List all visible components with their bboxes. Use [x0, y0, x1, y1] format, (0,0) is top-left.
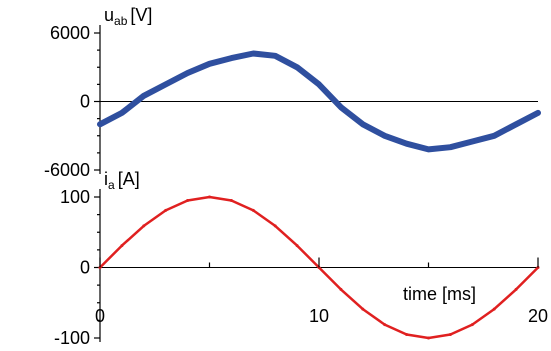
voltage-data-point — [470, 139, 475, 144]
current-data-point — [164, 208, 168, 212]
current-y-tick-label: 0 — [80, 258, 90, 278]
current-data-point — [514, 287, 518, 291]
current-y-tick-label: 100 — [60, 187, 90, 207]
current-y-tick-label: -100 — [54, 328, 90, 348]
voltage-data-point — [426, 147, 431, 152]
voltage-data-point — [317, 82, 321, 87]
voltage-data-point — [404, 141, 409, 146]
current-data-point — [383, 323, 387, 327]
voltage-data-point — [98, 122, 102, 127]
current-data-point — [120, 244, 124, 248]
voltage-data-point — [492, 133, 497, 138]
voltage-data-point — [360, 122, 365, 127]
voltage-data-point — [338, 105, 343, 110]
voltage-data-point — [119, 110, 124, 115]
current-data-point — [229, 199, 233, 202]
voltage-y-tick-label: 0 — [80, 92, 90, 112]
current-data-point — [405, 333, 409, 336]
current-data-point — [361, 307, 365, 311]
current-data-point — [273, 224, 277, 228]
voltage-data-point — [273, 53, 278, 58]
voltage-y-tick-label: 6000 — [50, 23, 90, 43]
voltage-data-point — [141, 93, 146, 98]
current-x-tick-label: 10 — [309, 306, 329, 326]
current-x-tick-label: 20 — [528, 306, 548, 326]
voltage-data-point — [251, 51, 256, 56]
current-data-point — [470, 323, 474, 327]
current-data-point — [427, 336, 430, 340]
voltage-data-point — [514, 122, 519, 127]
current-data-point — [186, 199, 190, 202]
voltage-y-tick-label: -6000 — [44, 160, 90, 180]
current-data-point — [295, 244, 299, 248]
voltage-data-point — [163, 82, 168, 87]
voltage-data-point — [185, 71, 190, 75]
current-data-point — [251, 208, 255, 212]
current-data-point — [142, 224, 146, 228]
current-data-point — [448, 333, 452, 336]
voltage-data-point — [295, 65, 300, 70]
current-data-point — [208, 195, 211, 199]
voltage-y-label: uab [V] — [104, 5, 152, 28]
current-data-point — [339, 287, 343, 291]
current-x-label: time [ms] — [403, 284, 476, 304]
current-data-point — [492, 307, 496, 311]
voltage-data-point — [382, 133, 387, 138]
voltage-data-point — [536, 110, 540, 115]
voltage-data-point — [229, 56, 234, 61]
voltage-data-point — [207, 61, 212, 66]
voltage-data-point — [448, 145, 453, 150]
current-x-tick-label: 0 — [95, 306, 105, 326]
current-y-label: ia [A] — [104, 169, 140, 192]
